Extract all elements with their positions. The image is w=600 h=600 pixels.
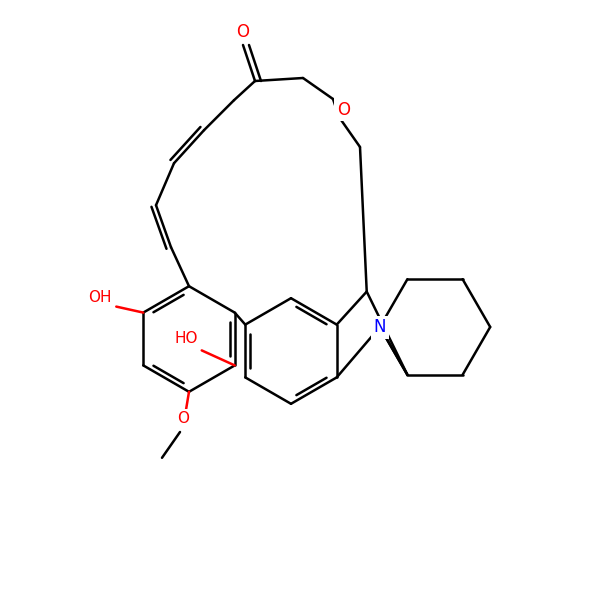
Text: O: O — [236, 23, 250, 41]
Text: O: O — [177, 412, 189, 426]
Text: HO: HO — [175, 331, 199, 346]
Text: N: N — [374, 318, 386, 336]
Text: O: O — [337, 101, 350, 119]
Text: OH: OH — [88, 290, 111, 305]
